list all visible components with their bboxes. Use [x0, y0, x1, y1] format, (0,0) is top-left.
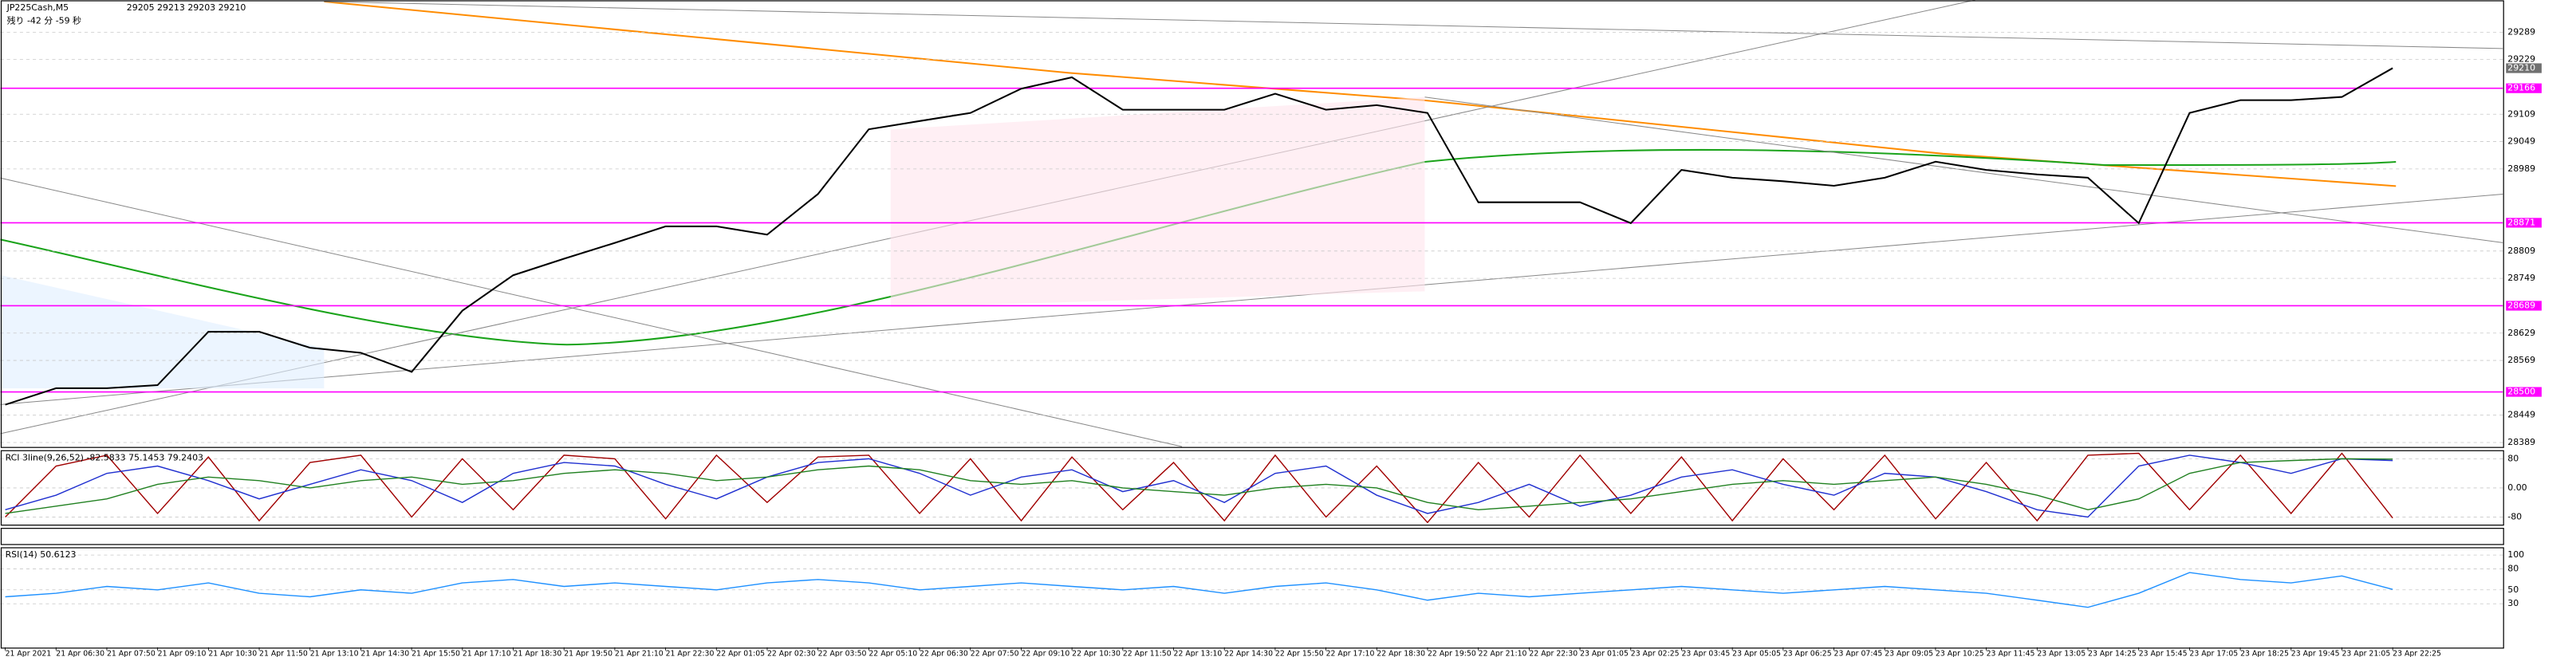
y-tick-label: 28449 — [2507, 410, 2535, 420]
channel-line — [0, 194, 2503, 405]
ohlc: 29205 29213 29203 29210 — [127, 2, 246, 13]
level-label: 28871 — [2507, 217, 2535, 227]
x-tick-label: 22 Apr 11:50 — [1123, 649, 1172, 657]
x-tick-label: 21 Apr 11:50 — [259, 649, 308, 657]
x-tick-label: 23 Apr 10:25 — [1936, 649, 1984, 657]
x-tick-label: 22 Apr 13:10 — [1174, 649, 1223, 657]
x-tick-label: 22 Apr 18:30 — [1377, 649, 1425, 657]
y-tick-label: 29229 — [2507, 54, 2535, 65]
x-tick-label: 21 Apr 21:10 — [615, 649, 664, 657]
x-tick-label: 23 Apr 22:25 — [2393, 649, 2441, 657]
x-tick-label: 21 Apr 09:10 — [158, 649, 207, 657]
channel-line — [324, 1, 2503, 49]
y-tick-label: 29049 — [2507, 136, 2535, 147]
x-tick-label: 21 Apr 18:30 — [514, 649, 562, 657]
x-tick-label: 23 Apr 17:05 — [2189, 649, 2238, 657]
y-tick-label: 28629 — [2507, 328, 2535, 338]
x-tick-label: 23 Apr 09:05 — [1885, 649, 1933, 657]
main-panel — [0, 0, 2504, 448]
y-tick-label: 50 — [2507, 584, 2519, 595]
rci-panel — [0, 450, 2504, 526]
x-tick-label: 23 Apr 01:05 — [1580, 649, 1629, 657]
current-price-bg — [2506, 63, 2542, 73]
x-tick-label: 21 Apr 19:50 — [564, 649, 612, 657]
y-tick-label: 80 — [2507, 453, 2519, 463]
x-tick-label: 22 Apr 17:10 — [1326, 649, 1375, 657]
level-label-bg — [2506, 301, 2542, 311]
rsi-title: RSI(14) 50.6123 — [6, 549, 77, 560]
x-tick-label: 21 Apr 10:30 — [208, 649, 257, 657]
x-tick-label: 21 Apr 06:30 — [56, 649, 104, 657]
countdown: 残り -42 分 -59 秒 — [7, 14, 81, 26]
y-tick-label: 29109 — [2507, 108, 2535, 119]
y-tick-label: 28389 — [2507, 437, 2535, 447]
x-tick-label: 23 Apr 19:45 — [2291, 649, 2340, 657]
x-tick-label: 23 Apr 02:25 — [1631, 649, 1680, 657]
x-tick-label: 21 Apr 2021 — [6, 649, 52, 657]
empty-panel — [0, 528, 2504, 545]
x-tick-label: 23 Apr 05:05 — [1732, 649, 1781, 657]
x-tick-label: 22 Apr 07:50 — [971, 649, 1019, 657]
y-tick-label: 30 — [2507, 598, 2519, 608]
series-line — [5, 572, 2393, 608]
level-label-bg — [2506, 387, 2542, 397]
x-tick-label: 23 Apr 11:45 — [1987, 649, 2035, 657]
x-tick-label: 21 Apr 07:50 — [107, 649, 156, 657]
x-tick-label: 22 Apr 10:30 — [1072, 649, 1121, 657]
x-tick-label: 22 Apr 22:30 — [1529, 649, 1578, 657]
y-tick-label: 28809 — [2507, 246, 2535, 256]
x-tick-label: 23 Apr 03:45 — [1681, 649, 1730, 657]
rci-title: RCI 3line(9,26,52) -82.5833 75.1453 79.2… — [6, 452, 203, 462]
level-label: 28689 — [2507, 300, 2535, 310]
x-tick-label: 21 Apr 22:30 — [666, 649, 715, 657]
x-tick-label: 22 Apr 21:10 — [1479, 649, 1527, 657]
y-tick-label: 0.00 — [2507, 482, 2527, 493]
x-tick-label: 22 Apr 01:05 — [716, 649, 765, 657]
level-label: 29166 — [2507, 83, 2535, 93]
x-tick-label: 22 Apr 06:30 — [920, 649, 968, 657]
current-price: 29210 — [2507, 63, 2535, 73]
cloud — [890, 96, 1425, 308]
x-tick-label: 23 Apr 07:45 — [1834, 649, 1883, 657]
x-tick-label: 23 Apr 14:25 — [2088, 649, 2137, 657]
y-tick-label: 80 — [2507, 564, 2519, 574]
channel-line — [1424, 96, 2503, 243]
x-tick-label: 22 Apr 02:30 — [767, 649, 816, 657]
level-label: 28500 — [2507, 387, 2535, 397]
x-tick-label: 21 Apr 14:30 — [360, 649, 409, 657]
series-line — [5, 454, 2393, 518]
x-tick-label: 22 Apr 05:10 — [869, 649, 917, 657]
series-line — [5, 458, 2393, 514]
y-tick-label: 28749 — [2507, 273, 2535, 283]
y-tick-label: 29289 — [2507, 26, 2535, 37]
y-tick-label: 100 — [2507, 549, 2524, 560]
y-tick-label: -80 — [2507, 511, 2522, 521]
x-tick-label: 23 Apr 18:25 — [2240, 649, 2289, 657]
x-tick-label: 21 Apr 13:10 — [310, 649, 359, 657]
x-tick-label: 22 Apr 09:10 — [1021, 649, 1069, 657]
y-tick-label: 28569 — [2507, 355, 2535, 365]
x-tick-label: 21 Apr 17:10 — [463, 649, 511, 657]
x-tick-label: 22 Apr 03:50 — [818, 649, 867, 657]
series-line — [5, 67, 2393, 406]
x-tick-label: 22 Apr 14:30 — [1224, 649, 1273, 657]
x-tick-label: 23 Apr 13:05 — [2037, 649, 2086, 657]
rsi-panel — [0, 547, 2504, 649]
x-tick-label: 22 Apr 15:50 — [1275, 649, 1324, 657]
level-label-bg — [2506, 218, 2542, 228]
symbol: JP225Cash,M5 — [6, 2, 69, 13]
y-tick-label: 28989 — [2507, 163, 2535, 174]
x-tick-label: 23 Apr 06:25 — [1783, 649, 1832, 657]
x-tick-label: 23 Apr 15:45 — [2139, 649, 2188, 657]
x-tick-label: 23 Apr 21:05 — [2342, 649, 2390, 657]
x-tick-label: 22 Apr 19:50 — [1428, 649, 1476, 657]
level-label-bg — [2506, 83, 2542, 93]
cloud — [0, 275, 325, 389]
x-tick-label: 21 Apr 15:50 — [412, 649, 460, 657]
